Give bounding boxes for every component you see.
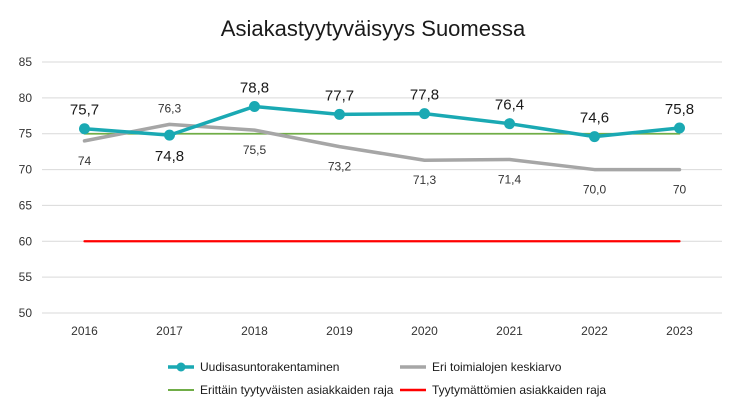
series-point xyxy=(334,108,345,120)
data-label: 75,8 xyxy=(665,101,694,118)
legend-entry: Erittäin tyytyväisten asiakkaiden raja xyxy=(200,383,394,397)
y-tick-label: 50 xyxy=(19,306,33,320)
data-label: 76,4 xyxy=(495,97,524,114)
x-tick-label: 2019 xyxy=(326,324,353,338)
series-point xyxy=(504,118,515,130)
data-label: 74,8 xyxy=(155,148,184,165)
data-label: 78,8 xyxy=(240,79,269,96)
y-tick-label: 80 xyxy=(19,91,33,105)
data-label: 70,0 xyxy=(583,183,607,197)
legend-entry: Uudisasuntorakentaminen xyxy=(200,360,339,374)
series-point xyxy=(419,108,430,120)
y-tick-label: 75 xyxy=(19,127,33,141)
y-axis-ticks: 50 55 60 65 70 75 80 85 xyxy=(19,55,33,320)
x-axis-ticks: 2016 2017 2018 2019 2020 2021 2022 2023 xyxy=(71,324,693,338)
series-point xyxy=(674,122,685,134)
chart-title: Asiakastyytyväisyys Suomessa xyxy=(221,16,526,41)
gridlines xyxy=(42,61,722,314)
data-label: 71,3 xyxy=(413,173,437,187)
y-tick-label: 85 xyxy=(19,55,33,69)
x-tick-label: 2018 xyxy=(241,324,268,338)
x-tick-label: 2021 xyxy=(496,324,523,338)
data-label: 74 xyxy=(78,154,92,168)
series-point xyxy=(249,100,260,112)
data-label: 73,2 xyxy=(328,160,352,174)
data-label: 75,5 xyxy=(243,143,267,157)
data-label: 76,3 xyxy=(158,101,182,115)
data-label: 77,7 xyxy=(325,87,354,104)
y-tick-label: 65 xyxy=(19,198,33,212)
series xyxy=(79,100,685,243)
series-point xyxy=(79,123,90,135)
series-line-new-housing xyxy=(82,104,682,139)
legend-entry: Tyytymättömien asiakkaiden raja xyxy=(432,383,606,397)
series-point xyxy=(589,131,600,143)
x-tick-label: 2016 xyxy=(71,324,98,338)
series-line-industry-average xyxy=(82,122,682,172)
legend: Uudisasuntorakentaminen Eri toimialojen k… xyxy=(168,360,606,397)
x-tick-label: 2023 xyxy=(666,324,693,338)
legend-marker xyxy=(176,362,186,372)
data-labels: 75,7 74,8 78,8 77,7 77,8 76,4 74,6 75,8 74 76,3 75… xyxy=(70,79,694,196)
data-label: 75,7 xyxy=(70,102,99,119)
data-label: 77,8 xyxy=(410,87,439,104)
data-label: 74,6 xyxy=(580,110,609,127)
x-tick-label: 2022 xyxy=(581,324,608,338)
y-tick-label: 70 xyxy=(19,163,33,177)
y-tick-label: 55 xyxy=(19,270,33,284)
legend-entry: Eri toimialojen keskiarvo xyxy=(432,360,562,374)
data-label: 71,4 xyxy=(498,173,522,187)
data-label: 70 xyxy=(673,183,687,197)
y-tick-label: 60 xyxy=(19,234,33,248)
x-tick-label: 2020 xyxy=(411,324,438,338)
series-point xyxy=(164,129,175,141)
x-tick-label: 2017 xyxy=(156,324,183,338)
